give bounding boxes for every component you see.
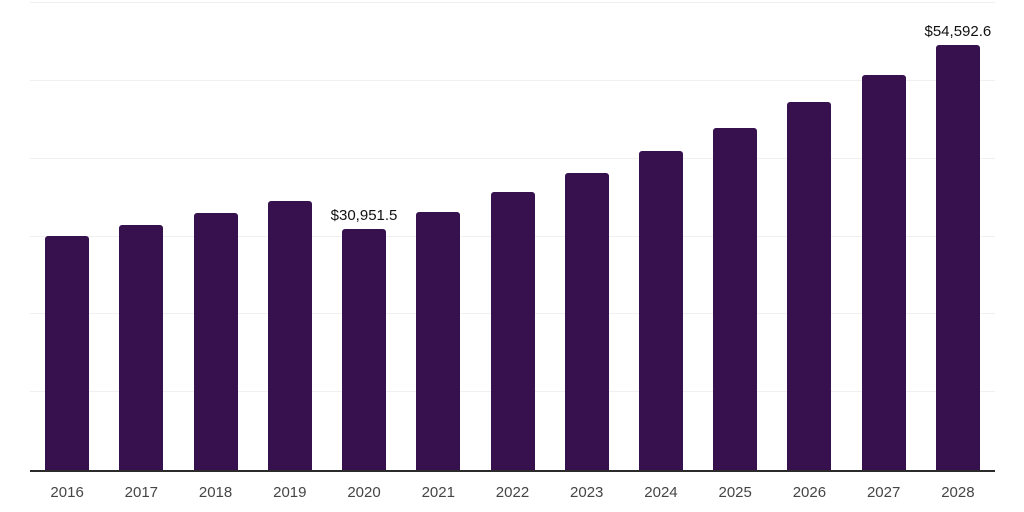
bar-2022 <box>490 192 535 470</box>
x-tick-label-2023: 2023 <box>570 484 604 501</box>
bar-2017 <box>119 224 164 470</box>
bar-2016 <box>45 235 90 470</box>
x-tick-label-2018: 2018 <box>198 484 233 501</box>
data-label-2028: $54,592.6 <box>924 23 992 41</box>
x-tick-label-2022: 2022 <box>495 484 530 501</box>
x-tick-label-2025: 2025 <box>718 484 752 501</box>
x-tick-label-2028: 2028 <box>941 484 975 501</box>
x-tick-label-2017: 2017 <box>124 484 159 501</box>
bar-2021 <box>416 211 461 470</box>
x-tick-label-2019: 2019 <box>273 484 307 501</box>
gridline-40000 <box>30 157 995 159</box>
x-tick-label-2020: 2020 <box>347 484 381 501</box>
bar-2025 <box>713 127 758 470</box>
bar-2024 <box>638 150 683 470</box>
gridline-50000 <box>30 79 995 81</box>
x-tick-label-2016: 2016 <box>50 484 84 501</box>
bar-2020 <box>342 229 387 470</box>
bar-2028 <box>935 45 980 470</box>
bar-2018 <box>193 213 238 470</box>
bar-2019 <box>267 200 312 470</box>
bar-2023 <box>564 172 609 470</box>
bar-2027 <box>861 74 906 470</box>
x-tick-label-2024: 2024 <box>644 484 678 501</box>
bar-2026 <box>787 102 832 470</box>
data-label-2020: $30,951.5 <box>330 207 398 225</box>
gridline-60000 <box>30 2 995 3</box>
plot-area: $30,951.5 $54,592.6 <box>30 2 995 472</box>
x-axis-line <box>30 470 995 472</box>
x-tick-label-2027: 2027 <box>866 484 901 501</box>
x-tick-label-2026: 2026 <box>792 484 827 501</box>
x-tick-label-2021: 2021 <box>421 484 455 501</box>
